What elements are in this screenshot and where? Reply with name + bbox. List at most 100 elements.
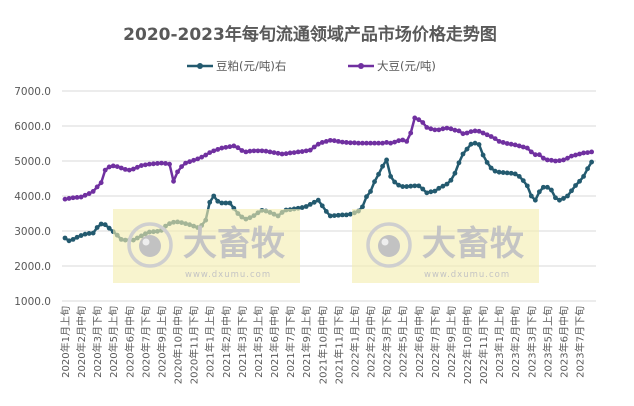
data-point	[331, 213, 337, 219]
data-point	[569, 188, 574, 194]
data-point	[372, 179, 377, 185]
data-point	[368, 140, 373, 146]
data-point	[199, 154, 205, 160]
data-point	[130, 166, 136, 172]
data-point	[78, 233, 84, 238]
data-point	[143, 162, 148, 168]
data-point	[138, 163, 144, 168]
data-point	[231, 143, 237, 149]
x-tick-label: 2022年9月上旬	[445, 306, 458, 378]
x-tick-label: 2022年10月中旬	[461, 306, 474, 384]
y-tick-label: 6000.0	[14, 121, 51, 133]
data-point	[102, 222, 108, 228]
data-point	[585, 166, 590, 172]
data-point	[98, 221, 104, 227]
data-point	[106, 225, 112, 231]
x-tick-label: 2020年5月上旬	[107, 306, 120, 378]
data-point	[545, 184, 550, 190]
data-point	[327, 213, 333, 219]
data-point	[496, 169, 502, 175]
y-tick-label: 4000.0	[14, 191, 51, 203]
data-point	[167, 161, 172, 167]
x-tick-label: 2021年2月中旬	[220, 306, 233, 378]
data-point	[456, 160, 462, 166]
data-point	[94, 184, 100, 190]
data-point	[436, 185, 442, 191]
data-point	[549, 157, 554, 163]
data-point	[388, 140, 394, 146]
data-point	[275, 150, 281, 156]
series-line	[64, 116, 592, 201]
data-point	[147, 161, 152, 167]
data-point	[528, 193, 534, 199]
data-point	[480, 130, 486, 136]
data-point	[384, 157, 389, 163]
data-point	[360, 204, 365, 210]
x-tick-label: 2021年6月中旬	[268, 306, 281, 378]
x-tick-label: 2021年1月上旬	[204, 306, 217, 378]
data-point	[267, 149, 273, 155]
x-tick-label: 2022年1月上旬	[348, 306, 361, 378]
watermark-eye-icon	[127, 222, 173, 268]
data-point	[319, 203, 325, 209]
data-point	[380, 140, 385, 146]
data-point	[191, 157, 197, 163]
data-point	[352, 140, 357, 146]
data-point	[468, 129, 474, 135]
data-point	[480, 152, 486, 158]
watermark-eye-highlight	[142, 238, 150, 246]
data-point	[396, 138, 402, 144]
data-point	[311, 144, 317, 150]
data-point	[203, 152, 209, 158]
data-point	[106, 164, 112, 170]
watermark-logo: 大畜牧 www.dxumu.com	[352, 209, 539, 283]
data-point	[392, 139, 398, 145]
data-point	[223, 200, 229, 206]
data-point	[74, 234, 80, 240]
x-tick-label: 2022年5月上旬	[397, 306, 410, 378]
watermark-eye-pupil	[139, 235, 161, 257]
y-tick-label: 1000.0	[14, 296, 51, 308]
data-point	[126, 167, 132, 173]
data-point	[412, 183, 418, 189]
data-point	[581, 174, 586, 179]
data-point	[440, 183, 446, 189]
data-point	[283, 151, 289, 157]
data-point	[488, 134, 494, 139]
x-tick-label: 2021年5月上旬	[252, 306, 265, 378]
data-point	[219, 145, 225, 151]
data-point	[114, 164, 120, 170]
x-tick-label: 2022年7月下旬	[429, 306, 442, 378]
data-point	[299, 149, 305, 154]
data-point	[589, 159, 595, 165]
data-point	[344, 140, 349, 145]
data-point	[408, 130, 414, 136]
data-point	[259, 148, 265, 154]
data-point	[432, 127, 438, 133]
data-point	[215, 198, 221, 204]
data-point	[553, 158, 558, 164]
data-point	[98, 180, 104, 186]
data-point	[207, 199, 213, 205]
data-point	[179, 164, 184, 170]
data-point	[496, 139, 502, 144]
x-tick-label: 2020年10月中旬	[172, 306, 185, 384]
data-point	[396, 182, 402, 188]
watermark-eye-icon	[366, 222, 412, 268]
data-point	[484, 160, 490, 165]
data-point	[532, 152, 538, 158]
data-point	[492, 136, 498, 142]
x-tick-label: 2022年6月中旬	[413, 306, 426, 378]
data-point	[307, 202, 313, 207]
data-point	[400, 184, 406, 189]
data-point	[183, 160, 189, 166]
data-point	[331, 138, 337, 144]
data-point	[215, 147, 221, 152]
x-tick-label: 2022年11月下旬	[477, 306, 490, 384]
data-point	[335, 139, 341, 144]
data-point	[70, 195, 76, 201]
data-point	[247, 148, 253, 154]
data-point	[448, 177, 454, 183]
data-point	[456, 128, 462, 134]
data-point	[187, 159, 193, 165]
